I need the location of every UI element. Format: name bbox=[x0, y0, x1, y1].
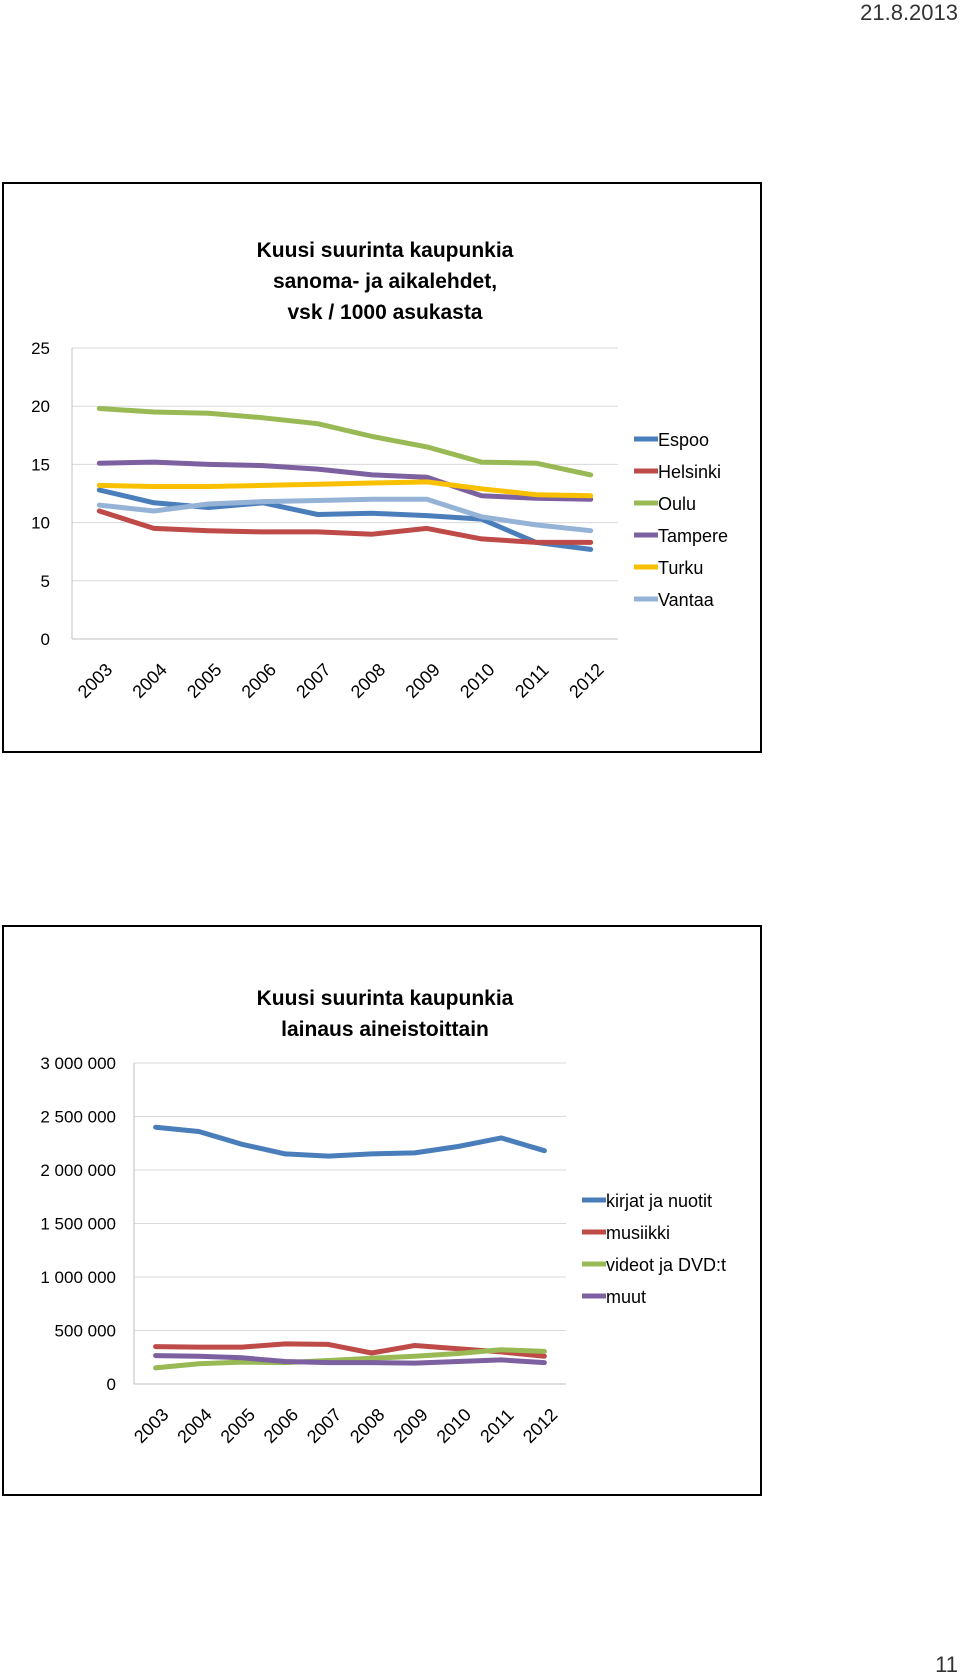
x-tick-label: 2007 bbox=[303, 1405, 345, 1447]
series-line-kirjat-ja-nuotit bbox=[153, 1124, 547, 1159]
y-tick-label: 15 bbox=[31, 455, 50, 474]
x-tick-label: 2007 bbox=[292, 660, 334, 702]
x-tick-label: 2012 bbox=[565, 660, 607, 702]
x-tick-label: 2006 bbox=[260, 1405, 302, 1447]
x-tick-label: 2005 bbox=[183, 660, 225, 702]
y-tick-label: 1 500 000 bbox=[40, 1215, 116, 1234]
chart-title-line: vsk / 1000 asukasta bbox=[288, 301, 483, 324]
series-line-turku bbox=[96, 479, 594, 499]
y-tick-label: 0 bbox=[41, 630, 50, 649]
x-tick-label: 2004 bbox=[173, 1405, 215, 1447]
x-tick-label: 2006 bbox=[238, 660, 280, 702]
series-line-helsinki bbox=[96, 508, 594, 545]
series-line-oulu bbox=[96, 406, 594, 478]
x-tick-label: 2008 bbox=[346, 1405, 388, 1447]
newspapers-line-chart: Kuusi suurinta kaupunkia sanoma- ja aikal… bbox=[31, 239, 728, 702]
x-tick-label: 2011 bbox=[476, 1405, 518, 1447]
x-tick-label: 2003 bbox=[130, 1405, 172, 1447]
page-date: 21.8.2013 bbox=[860, 0, 958, 25]
x-tick-label: 2011 bbox=[511, 660, 553, 702]
legend-label: kirjat ja nuotit bbox=[606, 1191, 712, 1211]
y-tick-label: 20 bbox=[31, 397, 50, 416]
legend-label: Tampere bbox=[658, 526, 728, 546]
y-tick-label: 0 bbox=[107, 1375, 116, 1394]
y-tick-label: 5 bbox=[41, 572, 50, 591]
legend-label: Helsinki bbox=[658, 462, 721, 482]
y-tick-label: 10 bbox=[31, 514, 50, 533]
legend-label: musiikki bbox=[606, 1223, 670, 1243]
series-line-tampere bbox=[96, 459, 594, 502]
x-tick-label: 2012 bbox=[519, 1405, 561, 1447]
x-tick-label: 2003 bbox=[74, 660, 116, 702]
y-tick-label: 3 000 000 bbox=[40, 1054, 116, 1073]
x-tick-label: 2009 bbox=[401, 660, 443, 702]
legend-label: Vantaa bbox=[658, 590, 715, 610]
x-tick-label: 2010 bbox=[456, 660, 498, 702]
chart-title-line: lainaus aineistoittain bbox=[281, 1018, 489, 1041]
loans-line-chart: Kuusi suurinta kaupunkia lainaus aineisto… bbox=[40, 987, 726, 1447]
legend-label: muut bbox=[606, 1287, 646, 1307]
x-tick-label: 2010 bbox=[433, 1405, 475, 1447]
y-tick-label: 2 000 000 bbox=[40, 1161, 116, 1180]
legend-label: Turku bbox=[658, 558, 703, 578]
legend-label: Espoo bbox=[658, 430, 709, 450]
chart-title-line: sanoma- ja aikalehdet, bbox=[273, 270, 497, 293]
series-line-muut bbox=[153, 1353, 547, 1366]
chart-title-line: Kuusi suurinta kaupunkia bbox=[257, 987, 514, 1010]
page-number: 11 bbox=[935, 1652, 958, 1677]
chart-frame-loans: Kuusi suurinta kaupunkia lainaus aineisto… bbox=[2, 925, 762, 1496]
chart-frame-newspapers: Kuusi suurinta kaupunkia sanoma- ja aikal… bbox=[2, 182, 762, 753]
x-tick-label: 2004 bbox=[128, 660, 170, 702]
y-tick-label: 2 500 000 bbox=[40, 1108, 116, 1127]
series-line-vantaa bbox=[96, 496, 594, 534]
x-tick-label: 2008 bbox=[347, 660, 389, 702]
series-line-videot-ja-dvd-t bbox=[153, 1347, 547, 1371]
y-tick-label: 1 000 000 bbox=[40, 1268, 116, 1287]
y-tick-label: 500 000 bbox=[55, 1322, 116, 1341]
legend-label: Oulu bbox=[658, 494, 696, 514]
legend-label: videot ja DVD:t bbox=[606, 1255, 726, 1275]
y-tick-label: 25 bbox=[31, 339, 50, 358]
x-tick-label: 2005 bbox=[217, 1405, 259, 1447]
chart-title-line: Kuusi suurinta kaupunkia bbox=[257, 239, 514, 262]
x-tick-label: 2009 bbox=[389, 1405, 431, 1447]
